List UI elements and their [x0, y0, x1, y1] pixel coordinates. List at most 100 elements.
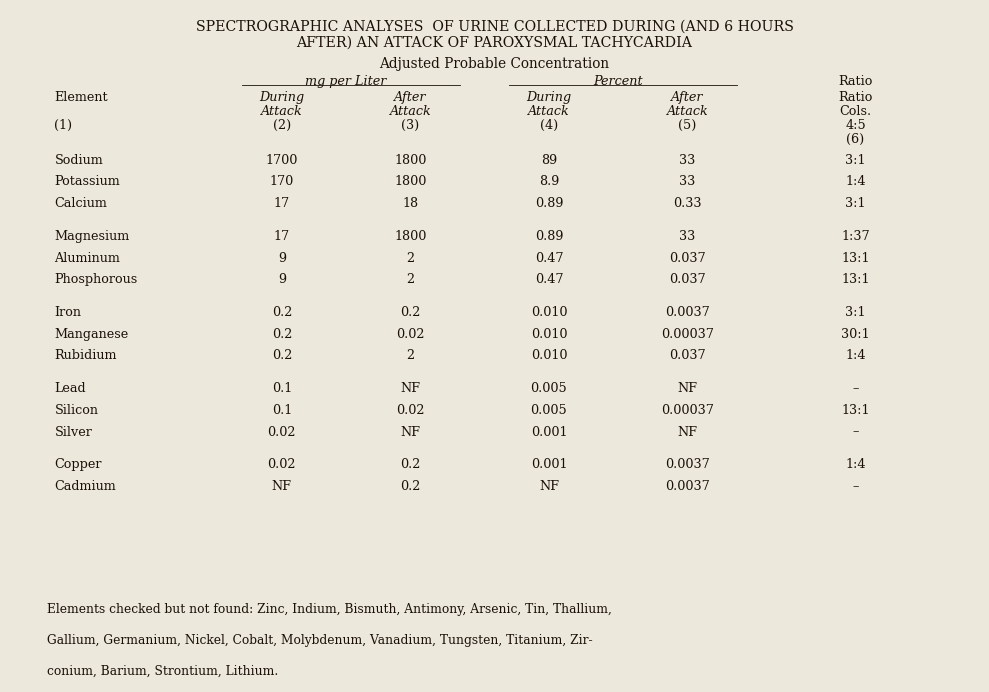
Text: 0.89: 0.89	[535, 230, 563, 243]
Text: 0.001: 0.001	[531, 426, 567, 439]
Text: 33: 33	[679, 175, 695, 188]
Text: 1:37: 1:37	[842, 230, 869, 243]
Text: 0.00037: 0.00037	[661, 327, 714, 340]
Text: 0.005: 0.005	[530, 403, 568, 417]
Text: After: After	[672, 91, 703, 104]
Text: Silver: Silver	[54, 426, 92, 439]
Text: 0.33: 0.33	[674, 197, 701, 210]
Text: 0.02: 0.02	[397, 327, 424, 340]
Text: 1:4: 1:4	[846, 458, 865, 471]
Text: 13:1: 13:1	[842, 273, 869, 286]
Text: mg per Liter: mg per Liter	[306, 75, 387, 88]
Text: 0.47: 0.47	[535, 251, 563, 264]
Text: Attack: Attack	[390, 105, 431, 118]
Text: 0.2: 0.2	[272, 349, 292, 363]
Text: 2: 2	[406, 273, 414, 286]
Text: NF: NF	[677, 426, 697, 439]
Text: 0.89: 0.89	[535, 197, 563, 210]
Text: Ratio: Ratio	[839, 75, 872, 88]
Text: (3): (3)	[402, 119, 419, 132]
Text: Aluminum: Aluminum	[54, 251, 121, 264]
Text: 3:1: 3:1	[846, 197, 865, 210]
Text: 17: 17	[274, 230, 290, 243]
Text: 33: 33	[679, 154, 695, 167]
Text: 1:4: 1:4	[846, 349, 865, 363]
Text: 9: 9	[278, 273, 286, 286]
Text: 2: 2	[406, 349, 414, 363]
Text: –: –	[853, 480, 858, 493]
Text: SPECTROGRAPHIC ANALYSES  OF URINE COLLECTED DURING (AND 6 HOURS: SPECTROGRAPHIC ANALYSES OF URINE COLLECT…	[196, 19, 793, 33]
Text: (5): (5)	[678, 119, 696, 132]
Text: 0.037: 0.037	[669, 349, 706, 363]
Text: Adjusted Probable Concentration: Adjusted Probable Concentration	[380, 57, 609, 71]
Text: Gallium, Germanium, Nickel, Cobalt, Molybdenum, Vanadium, Tungsten, Titanium, Zi: Gallium, Germanium, Nickel, Cobalt, Moly…	[47, 634, 593, 647]
Text: 0.2: 0.2	[401, 458, 420, 471]
Text: 0.2: 0.2	[401, 480, 420, 493]
Text: 4:5: 4:5	[846, 119, 865, 132]
Text: (1): (1)	[54, 119, 72, 132]
Text: 0.1: 0.1	[272, 403, 292, 417]
Text: 0.1: 0.1	[272, 382, 292, 395]
Text: 8.9: 8.9	[539, 175, 559, 188]
Text: 3:1: 3:1	[846, 154, 865, 167]
Text: 0.00037: 0.00037	[661, 403, 714, 417]
Text: 0.037: 0.037	[669, 251, 706, 264]
Text: 0.0037: 0.0037	[665, 306, 710, 319]
Text: 0.02: 0.02	[268, 458, 296, 471]
Text: 0.037: 0.037	[669, 273, 706, 286]
Text: After: After	[395, 91, 426, 104]
Text: 2: 2	[406, 251, 414, 264]
Text: 0.02: 0.02	[397, 403, 424, 417]
Text: Potassium: Potassium	[54, 175, 120, 188]
Text: NF: NF	[401, 382, 420, 395]
Text: 18: 18	[403, 197, 418, 210]
Text: Manganese: Manganese	[54, 327, 129, 340]
Text: Cadmium: Cadmium	[54, 480, 116, 493]
Text: 1700: 1700	[266, 154, 298, 167]
Text: 1800: 1800	[395, 230, 426, 243]
Text: 1800: 1800	[395, 175, 426, 188]
Text: (6): (6)	[847, 133, 864, 146]
Text: 13:1: 13:1	[842, 251, 869, 264]
Text: –: –	[853, 382, 858, 395]
Text: 0.47: 0.47	[535, 273, 563, 286]
Text: Calcium: Calcium	[54, 197, 107, 210]
Text: Iron: Iron	[54, 306, 81, 319]
Text: 0.2: 0.2	[272, 327, 292, 340]
Text: Rubidium: Rubidium	[54, 349, 117, 363]
Text: 0.010: 0.010	[531, 349, 567, 363]
Text: Sodium: Sodium	[54, 154, 103, 167]
Text: 0.0037: 0.0037	[665, 458, 710, 471]
Text: 0.001: 0.001	[531, 458, 567, 471]
Text: Percent: Percent	[593, 75, 643, 88]
Text: 0.2: 0.2	[401, 306, 420, 319]
Text: 0.010: 0.010	[531, 327, 567, 340]
Text: 3:1: 3:1	[846, 306, 865, 319]
Text: conium, Barium, Strontium, Lithium.: conium, Barium, Strontium, Lithium.	[47, 664, 279, 677]
Text: 33: 33	[679, 230, 695, 243]
Text: 0.005: 0.005	[530, 382, 568, 395]
Text: Element: Element	[54, 91, 108, 104]
Text: 1800: 1800	[395, 154, 426, 167]
Text: Attack: Attack	[261, 105, 303, 118]
Text: –: –	[853, 426, 858, 439]
Text: Copper: Copper	[54, 458, 102, 471]
Text: 0.010: 0.010	[531, 306, 567, 319]
Text: During: During	[259, 91, 305, 104]
Text: 0.0037: 0.0037	[665, 480, 710, 493]
Text: 13:1: 13:1	[842, 403, 869, 417]
Text: 0.2: 0.2	[272, 306, 292, 319]
Text: 170: 170	[270, 175, 294, 188]
Text: 89: 89	[541, 154, 557, 167]
Text: (2): (2)	[273, 119, 291, 132]
Text: NF: NF	[539, 480, 559, 493]
Text: NF: NF	[677, 382, 697, 395]
Text: 17: 17	[274, 197, 290, 210]
Text: Lead: Lead	[54, 382, 86, 395]
Text: Attack: Attack	[667, 105, 708, 118]
Text: Ratio: Ratio	[839, 91, 872, 104]
Text: Elements checked but not found: Zinc, Indium, Bismuth, Antimony, Arsenic, Tin, T: Elements checked but not found: Zinc, In…	[47, 603, 612, 617]
Text: Cols.: Cols.	[840, 105, 871, 118]
Text: Attack: Attack	[528, 105, 570, 118]
Text: (4): (4)	[540, 119, 558, 132]
